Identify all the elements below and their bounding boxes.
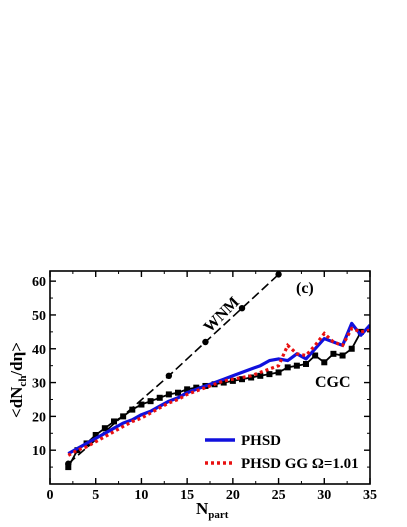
x-tick-label: 10	[134, 488, 148, 503]
cgc-point	[330, 350, 337, 357]
series-label-cgc: CGC	[315, 374, 351, 391]
cgc-point	[312, 352, 319, 359]
legend-label: PHSD GG Ω=1.01	[241, 456, 359, 472]
cgc-point	[284, 364, 291, 371]
cgc-point	[248, 374, 255, 381]
plot-area	[65, 271, 370, 471]
y-axis-title-main: <dN	[7, 386, 26, 418]
x-axis-title-main: N	[196, 499, 209, 518]
series-label-wnm: WNM	[201, 294, 243, 336]
x-axis-title-subscript: part	[208, 509, 229, 521]
chart-text: (c) Npart <dNch/dη> WNM CGC	[7, 280, 351, 521]
cgc-point	[92, 431, 99, 438]
y-tick-label: 10	[32, 444, 46, 459]
series-group	[65, 271, 370, 471]
cgc-point	[65, 464, 72, 471]
wnm-point	[165, 372, 173, 380]
cgc-line	[67, 331, 362, 468]
wnm-point	[238, 304, 246, 312]
cgc-point	[348, 345, 355, 352]
cgc-point	[257, 372, 264, 379]
cgc-point	[138, 401, 145, 408]
y-axis-title: <dNch/dη>	[7, 342, 29, 418]
cgc-point	[129, 406, 136, 413]
cgc-point	[293, 362, 300, 369]
y-tick-label: 20	[32, 410, 46, 425]
y-tick-label: 60	[32, 275, 46, 290]
y-tick-label: 50	[32, 309, 46, 324]
cgc-point	[275, 369, 282, 376]
cgc-point	[303, 360, 309, 367]
x-tick-label: 0	[47, 488, 54, 503]
x-axis-title: Npart	[196, 499, 229, 521]
cgc-point	[357, 328, 364, 335]
cgc-point	[111, 418, 117, 425]
x-tick-label: 5	[92, 488, 99, 503]
cgc-point	[266, 371, 273, 378]
cgc-point	[220, 379, 227, 386]
y-tick-label: 30	[32, 377, 46, 392]
cgc-point	[175, 389, 181, 396]
cgc-point	[120, 413, 127, 420]
y-axis-title-tail: /dη>	[7, 342, 26, 377]
cgc-point	[229, 377, 236, 384]
x-tick-label: 15	[180, 488, 194, 503]
wnm-point	[202, 338, 209, 346]
cgc-point	[184, 386, 191, 393]
legend-label: PHSD	[241, 433, 281, 449]
cgc-point	[165, 391, 172, 398]
y-axis-title-subscript: ch	[17, 376, 29, 387]
cgc-point	[147, 398, 154, 405]
cgc-point	[321, 359, 328, 366]
cgc-point	[156, 394, 163, 401]
x-tick-label: 25	[272, 488, 286, 503]
cgc-point	[239, 376, 245, 383]
legend: PHSD PHSD GG Ω=1.01	[205, 433, 359, 472]
axes: 0 5 10 15 20 25 30 35 10 20 30 40 50 60	[32, 270, 377, 503]
phsd-gg-line	[67, 326, 370, 457]
panel-label: (c)	[296, 280, 314, 297]
cgc-point	[339, 352, 346, 359]
x-tick-label: 30	[317, 488, 331, 503]
x-tick-label: 20	[226, 488, 240, 503]
x-tick-label: 35	[363, 488, 377, 503]
y-tick-label: 40	[32, 343, 46, 358]
cgc-point	[101, 425, 108, 432]
